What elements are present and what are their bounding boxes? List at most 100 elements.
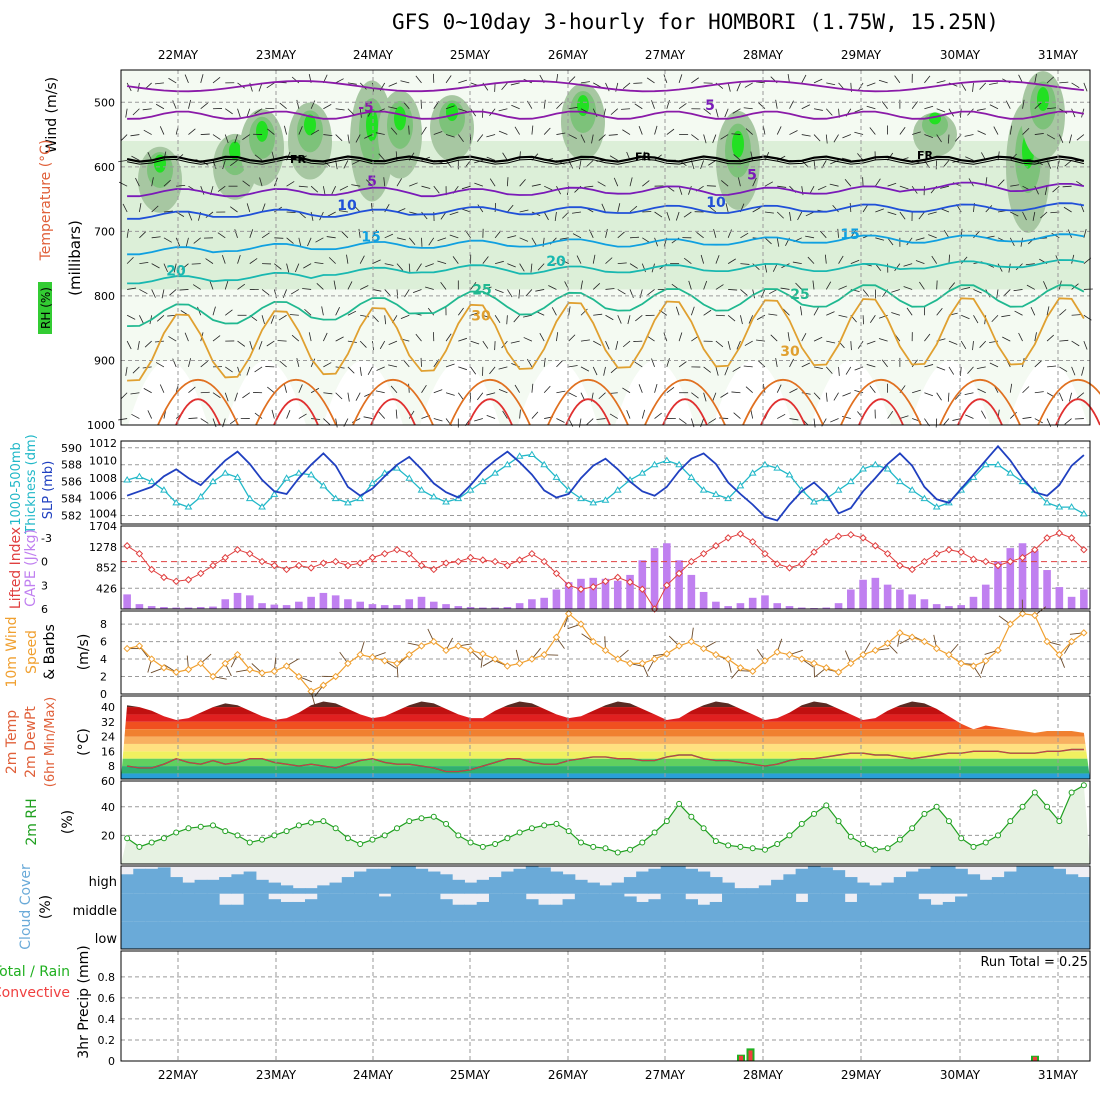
thickness-line-point (773, 464, 782, 471)
date-label: 31MAY (1037, 1068, 1079, 1082)
cloud-cell (1004, 893, 1017, 922)
wind-barb (762, 383, 766, 393)
wind-barb (544, 185, 553, 191)
wind-barb (375, 132, 385, 135)
cape-bar (920, 599, 929, 609)
cloud-cell (133, 868, 147, 894)
cloud-cell (243, 921, 257, 949)
wind-barb (610, 366, 619, 374)
wind-barb (776, 237, 780, 247)
cloud-cell (623, 896, 637, 922)
cloud-cell (464, 904, 478, 922)
isotherm-40 (467, 398, 513, 426)
wind-barb (899, 415, 909, 419)
panel-8-frame (120, 950, 1091, 1062)
cloud-cell (488, 893, 502, 922)
wind-barb (421, 384, 427, 393)
wind-barb (568, 76, 576, 84)
wind-barb (651, 100, 655, 109)
wind-barb (960, 82, 967, 91)
cloud-cell (881, 921, 895, 949)
wind-barb (911, 101, 918, 109)
temp-band (121, 736, 1090, 744)
freezing-level-shadow (127, 158, 1085, 165)
lifted-index-line-point (994, 561, 1002, 570)
wind-barb (132, 108, 140, 116)
wind-barb (740, 315, 743, 325)
wind10m-line-point (564, 609, 573, 618)
thickness-line-point (466, 486, 475, 493)
wind-barb (725, 203, 729, 213)
wind-barb (743, 107, 753, 110)
wind-barb (1002, 336, 1011, 342)
wind-barb (274, 263, 282, 270)
lifted-index-line-point (381, 549, 389, 558)
wind-barb (942, 418, 950, 426)
wind-barb (732, 366, 741, 372)
wind-barb (789, 130, 798, 135)
wind-barb (854, 390, 864, 394)
lifted-index-line-point (920, 557, 929, 566)
rh-tick: 20 (101, 829, 115, 842)
wind-barb (294, 263, 300, 273)
date-label: 29MAY (840, 1068, 882, 1082)
wind-barb (721, 180, 729, 187)
wind-barb (924, 134, 934, 138)
cloud-cell (157, 867, 171, 894)
wind-barb (169, 289, 177, 296)
wind-barb (303, 263, 312, 269)
wind-barb (801, 134, 811, 137)
rh2m-line-point (945, 818, 952, 825)
wind-barb (928, 234, 937, 239)
isotherm-35 (157, 379, 239, 426)
wind-barb (335, 418, 338, 428)
isotherm-35 (255, 379, 337, 426)
wind-barb (748, 315, 754, 324)
rh2m-line-point (798, 820, 805, 827)
date-label: 26MAY (547, 48, 589, 62)
li-tick: -3 (41, 532, 52, 545)
dry-low-layer (420, 360, 500, 425)
wind-barb (335, 392, 343, 400)
wind-barb (230, 160, 238, 166)
lifted-index-line-point (969, 555, 978, 563)
wind-barb (421, 126, 427, 135)
cloud-cell (1040, 893, 1054, 922)
wind-barb (626, 410, 631, 419)
cloud-cell (1065, 893, 1079, 922)
wind-barb (764, 181, 774, 187)
wind-barb (733, 412, 741, 419)
wind-barb (298, 384, 303, 393)
cloud-cell (415, 893, 429, 922)
wind-barb (715, 366, 719, 376)
slp-tick: 1006 (89, 490, 117, 503)
cloud-cell (991, 877, 1005, 894)
lifted-index-line-point (405, 549, 413, 558)
cape-bar (650, 548, 659, 609)
wind-barb (728, 289, 738, 291)
wind-barb (242, 392, 251, 399)
wind-barb (641, 263, 646, 273)
wind-barb (353, 205, 361, 213)
wind-barb (470, 366, 477, 375)
wind-barb (286, 263, 290, 273)
lifted-index-line-point (344, 561, 352, 570)
wind-barb (641, 409, 646, 419)
wind-barb (1009, 411, 1017, 419)
wind-barb (537, 263, 545, 271)
precip-conv-bar (1033, 1056, 1037, 1061)
wind-barb (457, 392, 464, 401)
thickness-line-point (258, 503, 266, 510)
wind-barb (383, 177, 386, 187)
lifted-index-line-point (246, 549, 254, 558)
isotherm-label: 10 (337, 198, 357, 214)
cloud-cell (219, 904, 232, 922)
wind-barb (335, 336, 344, 342)
wind-barb (666, 100, 670, 109)
thickness-line-point (319, 481, 328, 489)
wind-barb (769, 289, 778, 295)
wind-barb (476, 134, 484, 142)
wind-barb (535, 289, 545, 292)
lifted-index-line-point (442, 559, 450, 567)
rh2m-line-point (676, 800, 683, 807)
